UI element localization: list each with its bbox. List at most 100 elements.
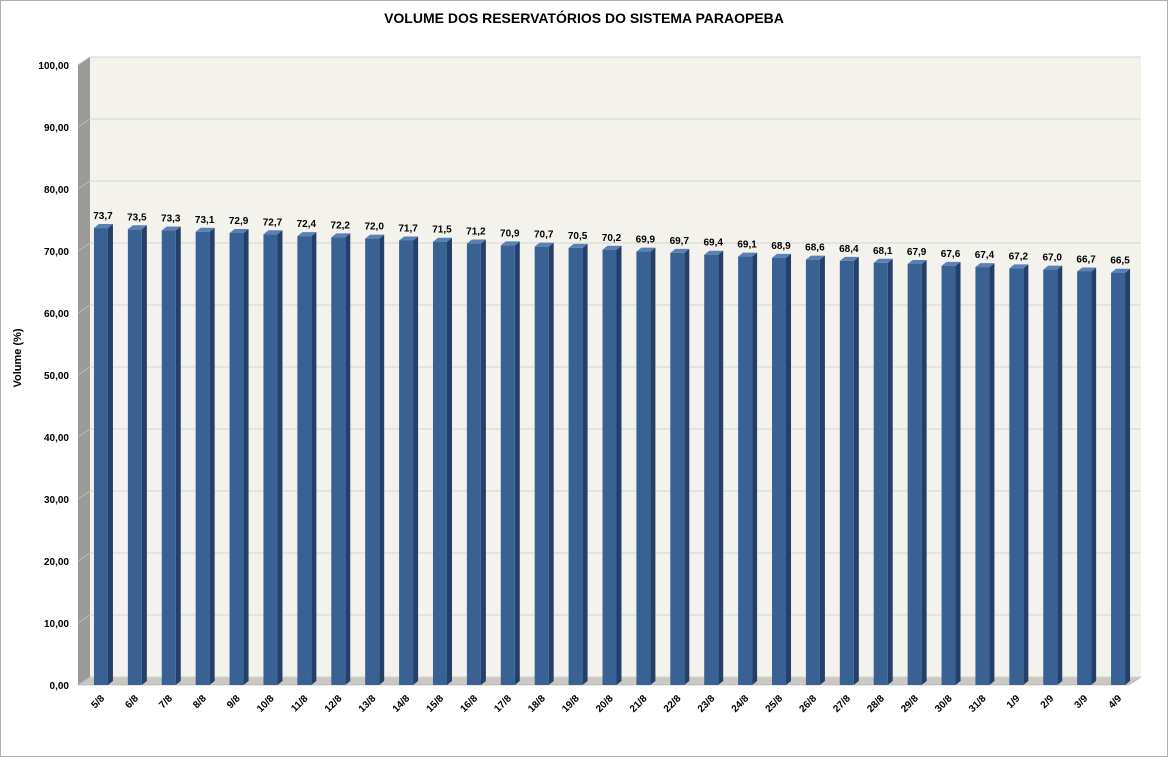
bar-side	[107, 224, 113, 685]
bar	[772, 257, 787, 685]
y-tick-label: 60,00	[44, 309, 69, 320]
gridline-side	[77, 180, 91, 190]
bar	[873, 262, 888, 685]
bar	[636, 251, 651, 685]
bar-top	[873, 258, 893, 263]
x-tick-label: 13/8	[357, 693, 379, 715]
data-label: 72,2	[331, 220, 351, 231]
data-label: 71,2	[466, 227, 486, 238]
bar	[466, 243, 481, 685]
bar-top	[331, 233, 351, 238]
data-label: 72,4	[297, 219, 317, 230]
gridline-side	[77, 490, 91, 500]
x-tick-label: 17/8	[492, 693, 514, 715]
gridline-side	[77, 552, 91, 562]
bar	[975, 267, 990, 685]
data-label: 66,7	[1076, 254, 1096, 265]
bar-side	[786, 253, 792, 685]
bar-top	[670, 248, 690, 253]
x-tick-label: 21/8	[628, 693, 650, 715]
data-label: 72,0	[364, 222, 384, 233]
bar	[263, 234, 278, 685]
bar-top	[161, 226, 181, 231]
bar-side	[752, 252, 758, 685]
x-tick-label: 16/8	[458, 693, 480, 715]
y-tick-label: 80,00	[44, 185, 69, 196]
data-label: 68,9	[771, 241, 791, 252]
x-tick-label: 1/9	[1005, 693, 1023, 711]
bar-side	[887, 258, 893, 685]
bar	[297, 236, 312, 685]
y-axis-label: Volume (%)	[12, 328, 24, 387]
gridline-side	[77, 614, 91, 624]
bar-side	[921, 260, 927, 685]
gridline-side	[77, 676, 91, 686]
bar-side	[1023, 264, 1029, 685]
gridline-side	[77, 428, 91, 438]
bar-side	[955, 261, 961, 685]
gridline-side	[77, 304, 91, 314]
bar	[1077, 271, 1092, 685]
x-tick-label: 12/8	[323, 693, 345, 715]
data-label: 67,6	[941, 249, 961, 260]
data-label: 69,4	[703, 238, 723, 249]
y-tick-label: 100,00	[38, 61, 69, 72]
gridline-side	[77, 366, 91, 376]
bar-side	[616, 245, 622, 685]
bar	[738, 256, 753, 685]
data-label: 68,1	[873, 246, 893, 257]
bar-side	[480, 239, 486, 685]
bar-top	[738, 252, 758, 257]
bar-side	[718, 250, 724, 685]
x-tick-label: 18/8	[526, 693, 548, 715]
bar	[93, 228, 108, 685]
data-label: 73,3	[161, 214, 181, 225]
data-label: 68,4	[839, 244, 859, 255]
bar-side	[819, 255, 825, 685]
bar	[331, 237, 346, 686]
bar-side	[345, 233, 351, 686]
bar-side	[141, 225, 147, 686]
bar	[805, 259, 820, 685]
x-tick-label: 19/8	[560, 693, 582, 715]
x-tick-label: 30/8	[933, 693, 955, 715]
data-label: 73,7	[93, 211, 113, 222]
bar-top	[195, 227, 215, 232]
y-tick-label: 90,00	[44, 123, 69, 134]
bar-top	[365, 234, 385, 239]
bar-side	[582, 243, 588, 685]
bar	[1043, 269, 1058, 685]
bar-side	[446, 237, 452, 685]
bar-side	[684, 248, 690, 686]
x-tick-label: 20/8	[594, 693, 616, 715]
bar	[670, 252, 685, 686]
bar-top	[229, 229, 249, 234]
bar-side	[1125, 268, 1131, 685]
data-label: 67,9	[907, 247, 927, 258]
gridline-side	[77, 118, 91, 128]
bar	[127, 229, 142, 686]
data-label: 69,1	[737, 240, 757, 251]
x-tick-label: 6/8	[123, 693, 141, 711]
data-label: 70,9	[500, 228, 520, 239]
gridline-side	[77, 242, 91, 252]
bar	[229, 233, 244, 685]
data-label: 73,5	[127, 212, 147, 223]
data-label: 67,4	[975, 250, 995, 261]
bar-top	[907, 260, 927, 265]
bar-top	[127, 225, 147, 230]
bar-side	[989, 263, 995, 685]
x-tick-label: 8/8	[191, 693, 209, 711]
x-tick-label: 27/8	[831, 693, 853, 715]
bar-top	[1043, 265, 1063, 270]
bar-top	[500, 241, 520, 246]
bar-top	[297, 232, 317, 237]
bar-top	[399, 236, 419, 241]
data-label: 73,1	[195, 215, 215, 226]
data-label: 69,9	[636, 235, 656, 246]
y-tick-label: 20,00	[44, 557, 69, 568]
x-tick-label: 5/8	[89, 693, 107, 711]
x-tick-label: 31/8	[967, 693, 989, 715]
data-label: 67,2	[1009, 251, 1029, 262]
x-tick-label: 11/8	[289, 693, 310, 714]
